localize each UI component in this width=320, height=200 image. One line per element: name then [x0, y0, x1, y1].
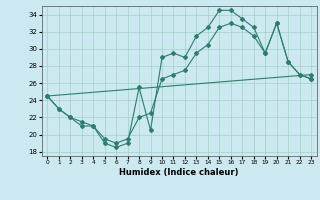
X-axis label: Humidex (Indice chaleur): Humidex (Indice chaleur)	[119, 168, 239, 177]
